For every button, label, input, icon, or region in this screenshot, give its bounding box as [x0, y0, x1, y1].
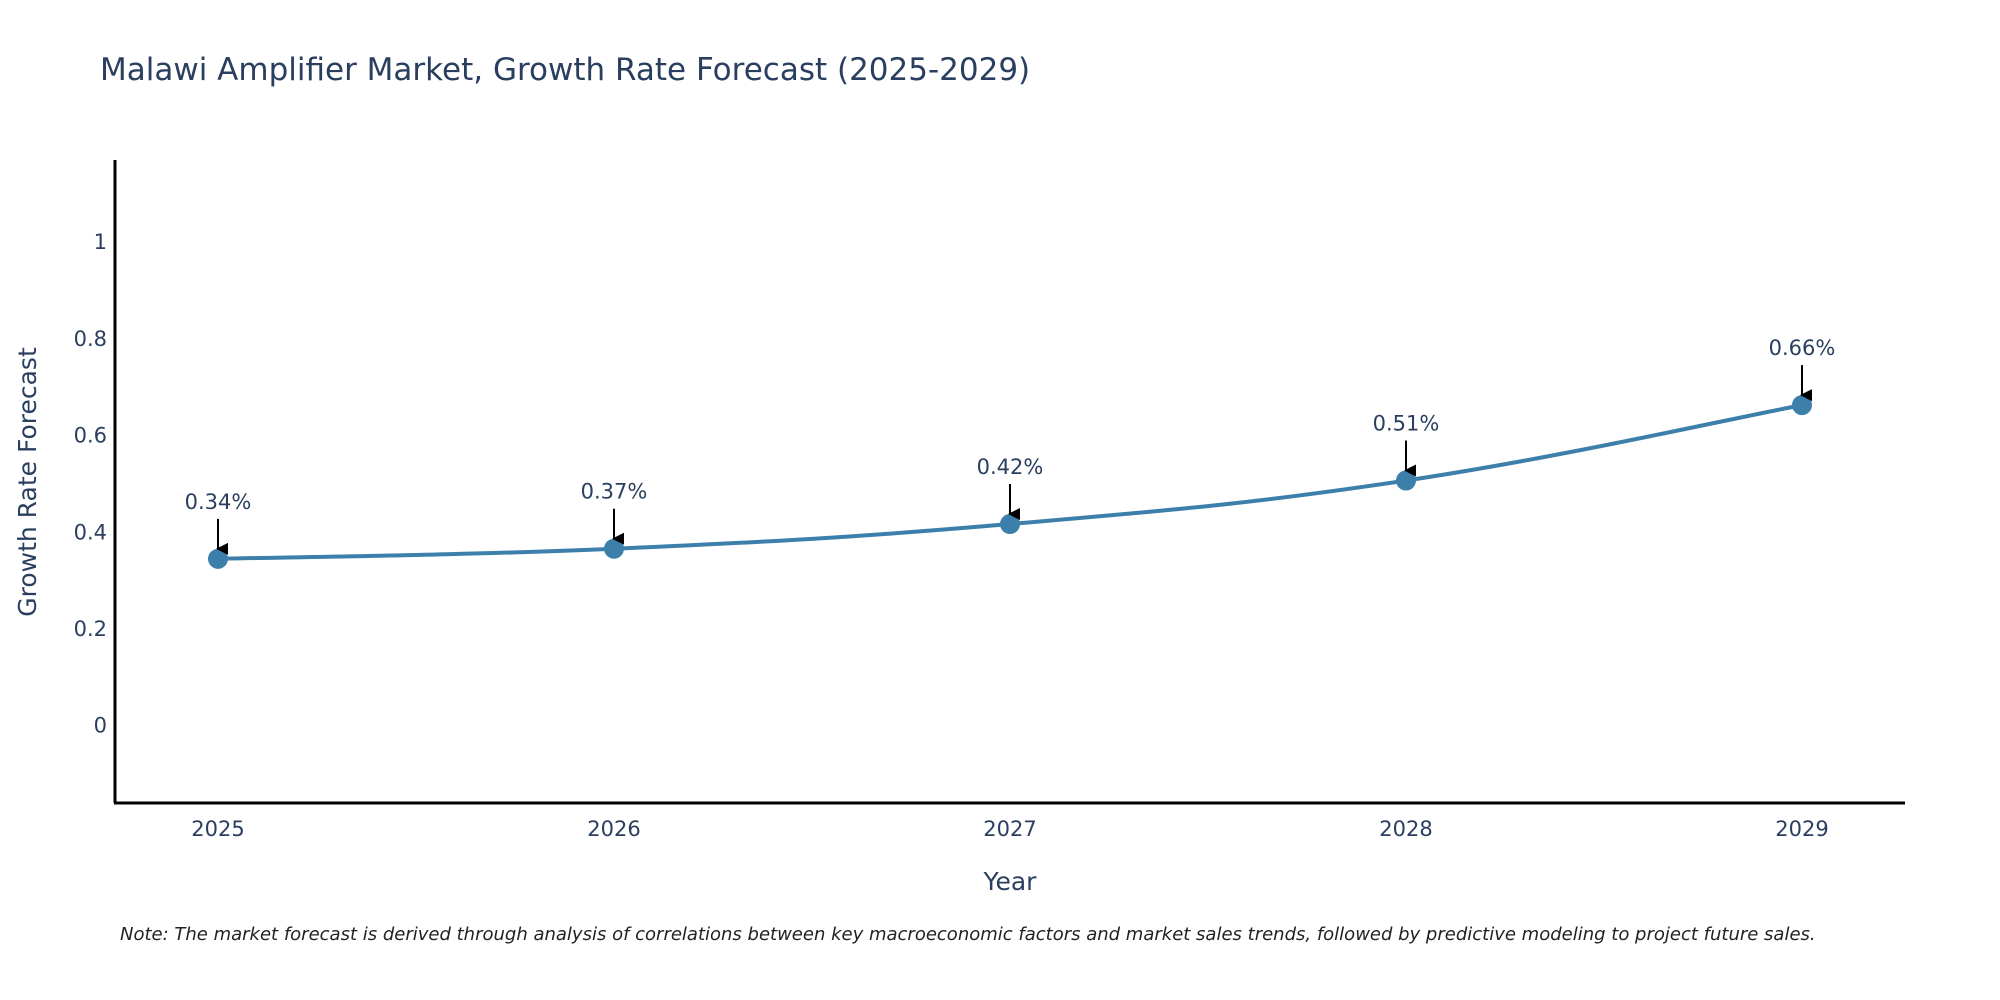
y-axis-title: Growth Rate Forecast: [13, 347, 42, 617]
x-tick-label: 2026: [587, 817, 640, 841]
y-tick-label: 0.6: [74, 424, 107, 448]
y-tick-label: 0: [94, 714, 107, 738]
data-label: 0.37%: [581, 480, 648, 504]
data-point-2028: [1396, 470, 1416, 491]
data-points: [208, 395, 1812, 569]
y-tick-label: 0.2: [74, 617, 107, 641]
x-tick-label: 2025: [191, 817, 244, 841]
x-axis-title: Year: [983, 867, 1038, 896]
y-axis-ticks: 0 0.2 0.4 0.6 0.8 1: [74, 230, 107, 737]
x-axis-ticks: 2025 2026 2027 2028 2029: [191, 817, 1828, 841]
y-tick-label: 1: [94, 230, 107, 254]
y-tick-label: 0.4: [74, 520, 107, 544]
data-label: 0.42%: [977, 455, 1044, 479]
data-label: 0.51%: [1373, 412, 1440, 436]
data-label: 0.66%: [1769, 336, 1836, 360]
data-label: 0.34%: [185, 490, 252, 514]
data-point-2026: [604, 538, 624, 559]
x-tick-label: 2027: [983, 817, 1036, 841]
data-point-2025: [208, 548, 228, 569]
data-point-2027: [1000, 514, 1020, 535]
chart-title: Malawi Amplifier Market, Growth Rate For…: [100, 52, 1030, 88]
x-tick-label: 2029: [1775, 817, 1828, 841]
x-tick-label: 2028: [1379, 817, 1432, 841]
y-tick-label: 0.8: [74, 327, 107, 351]
data-point-2029: [1792, 395, 1812, 416]
data-annotations: 0.34% 0.37% 0.42% 0.51% 0.66%: [185, 336, 1836, 555]
series-line-growth-rate: [217, 403, 1803, 561]
forecast-note: Note: The market forecast is derived thr…: [120, 924, 1816, 945]
